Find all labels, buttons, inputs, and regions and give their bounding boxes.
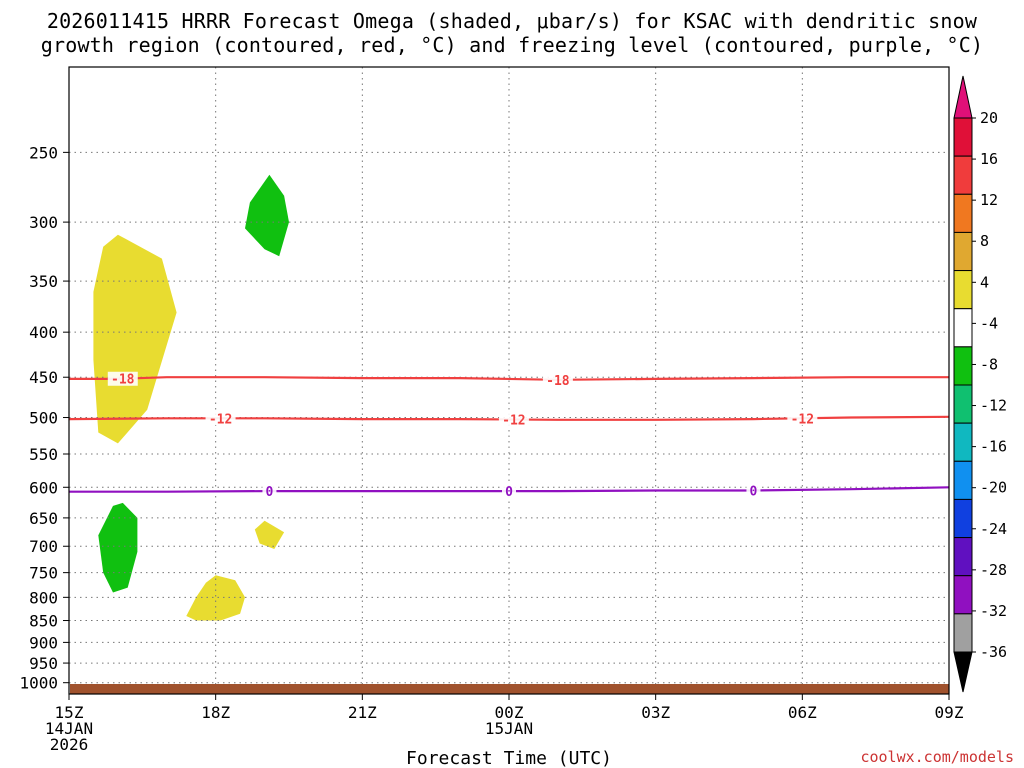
colorbar-segment xyxy=(953,575,973,615)
colorbar-segment xyxy=(953,231,973,272)
contour-label-bg xyxy=(746,483,761,498)
contour-layer: -18 -18 -12 -12 -12 0 0 0 xyxy=(68,371,950,500)
contour-label-bg xyxy=(205,411,236,426)
contour-line--18 xyxy=(69,376,949,381)
colorbar-segment xyxy=(953,155,973,195)
y-tick-label: 450 xyxy=(29,368,58,387)
contour-label: -18 xyxy=(546,374,570,389)
colorbar-label: 20 xyxy=(980,109,998,127)
y-tick-label: 950 xyxy=(29,654,58,673)
shading-colorbar: 20 16 12 8 4 -4 -8 -12 -16 -20 -24 -28 -32 -36 xyxy=(953,75,1007,693)
contour-label-bg xyxy=(262,484,277,499)
y-tick-label: 300 xyxy=(29,213,58,232)
contour-label: -12 xyxy=(502,413,525,428)
y-tick-label: 250 xyxy=(29,143,58,162)
x-tick-label: 09Z xyxy=(935,703,964,722)
colorbar-label: -24 xyxy=(980,520,1007,538)
y-tick-label: 600 xyxy=(29,478,58,497)
colorbar-segment xyxy=(953,346,973,386)
y-tick-label: 500 xyxy=(29,409,58,428)
y-tick-label: 650 xyxy=(29,509,58,528)
colorbar-label: -36 xyxy=(980,643,1007,661)
omega-region-2 xyxy=(93,234,177,444)
x-tick-label: 06Z xyxy=(788,703,817,722)
contour-label-bg xyxy=(502,484,516,499)
y-tick-label: 850 xyxy=(29,612,58,631)
y-tick-label: 400 xyxy=(29,323,58,342)
contour-label-bg xyxy=(787,411,818,426)
x-tick-label: 18Z xyxy=(201,703,230,722)
colorbar-label: 8 xyxy=(980,232,989,250)
y-tick-label: 700 xyxy=(29,537,58,556)
contour-label-bg xyxy=(498,412,529,427)
y-tick-label: 800 xyxy=(29,588,58,607)
x-tick-label: 14JAN xyxy=(45,719,93,738)
colorbar-label: 16 xyxy=(980,150,998,168)
contour-label: -12 xyxy=(791,412,814,427)
y-tick-label: 750 xyxy=(29,564,58,583)
colorbar-segment xyxy=(953,460,973,500)
contour-label: 0 xyxy=(505,485,513,500)
chart-title-line2: growth region (contoured, red, °C) and f… xyxy=(40,33,984,57)
colorbar-label: -4 xyxy=(980,314,998,332)
contour-label-bg xyxy=(107,371,138,386)
omega-region-5 xyxy=(186,575,245,621)
chart-title-line1: 2026011415 HRRR Forecast Omega (shaded, … xyxy=(46,9,978,33)
omega-shading-layer xyxy=(93,174,289,621)
y-axis-ticks: 250 300 350 400 450 500 550 600 650 700 750 800 850 9… xyxy=(19,143,69,693)
contour-label: -12 xyxy=(209,412,232,427)
colorbar-segment xyxy=(953,117,973,157)
colorbar-segment xyxy=(953,270,973,310)
colorbar-label: -20 xyxy=(980,479,1007,497)
colorbar-label: -16 xyxy=(980,438,1007,456)
colorbar-segment xyxy=(953,384,973,424)
contour-label: 0 xyxy=(266,485,274,500)
y-tick-label: 900 xyxy=(29,633,58,652)
x-tick-label: 03Z xyxy=(641,703,670,722)
colorbar-label: -8 xyxy=(980,355,998,373)
contour-label: 0 xyxy=(750,484,758,499)
colorbar-label: -32 xyxy=(980,602,1007,620)
source-credit[interactable]: coolwx.com/models xyxy=(860,748,1014,766)
colorbar-top-arrow xyxy=(953,75,973,119)
colorbar-label: 4 xyxy=(980,273,989,291)
x-tick-label: 2026 xyxy=(50,735,89,754)
omega-region-4 xyxy=(254,520,285,549)
y-tick-label: 550 xyxy=(29,445,58,464)
y-tick-label: 1000 xyxy=(19,674,58,693)
y-tick-label: 350 xyxy=(29,272,58,291)
x-tick-label: 15Z xyxy=(55,703,84,722)
colorbar-label: -28 xyxy=(980,561,1007,579)
colorbar-segment xyxy=(953,422,973,462)
contour-label: -18 xyxy=(111,373,135,388)
x-tick-label: 00Z xyxy=(495,703,524,722)
omega-region-1 xyxy=(245,174,289,257)
colorbar-label: 12 xyxy=(980,191,998,209)
colorbar-segment xyxy=(953,613,973,653)
x-axis-title: Forecast Time (UTC) xyxy=(406,748,612,768)
colorbar-segment xyxy=(953,193,973,233)
colorbar-segment xyxy=(953,308,973,348)
contour-label-bg xyxy=(542,372,573,387)
surface-ground xyxy=(70,684,949,694)
x-tick-label: 21Z xyxy=(348,703,377,722)
x-tick-label: 15JAN xyxy=(485,719,533,738)
colorbar-label: -12 xyxy=(980,397,1007,415)
colorbar-segment xyxy=(953,498,973,539)
colorbar-segment xyxy=(953,537,973,577)
colorbar-bottom-arrow xyxy=(953,651,973,693)
omega-region-3 xyxy=(98,502,138,593)
